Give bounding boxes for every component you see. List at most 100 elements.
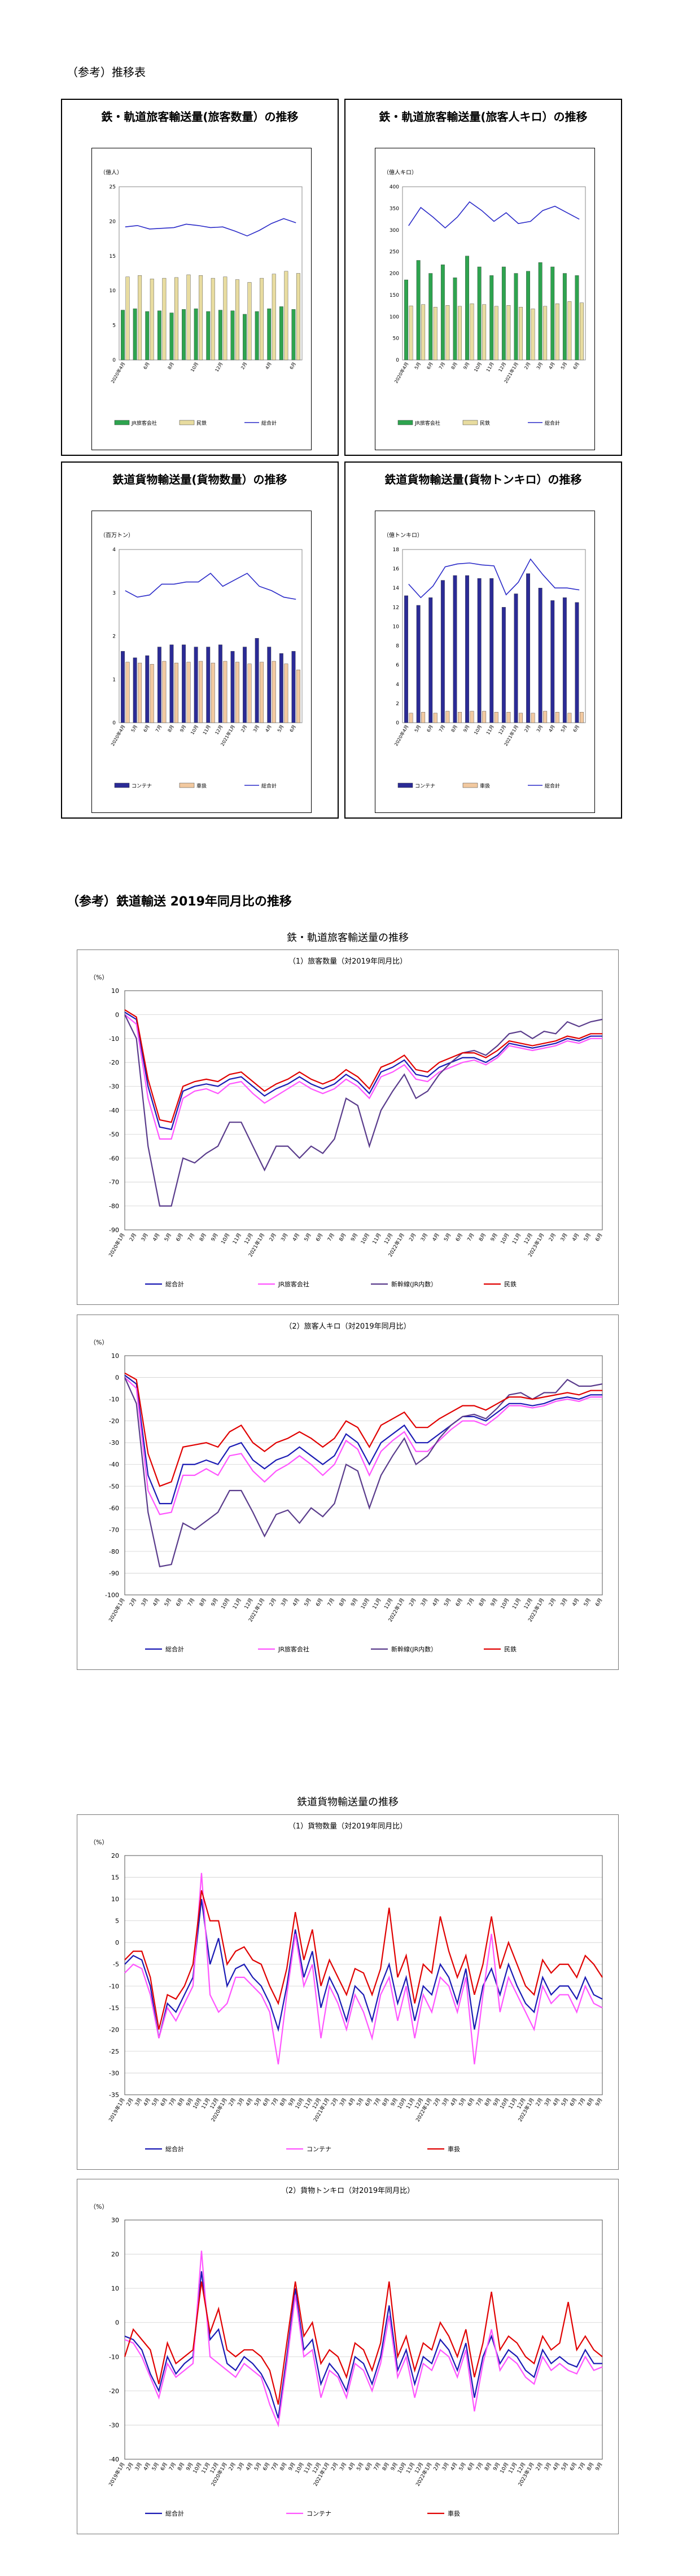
x-tick-label: 9月: [489, 1232, 499, 1242]
x-tick-label: 6月: [572, 362, 580, 371]
legend-label: 車扱: [196, 783, 207, 789]
bar: [421, 712, 426, 723]
bar: [550, 600, 555, 723]
x-tick-label: 3月: [338, 2461, 348, 2472]
bar: [223, 661, 228, 723]
x-tick-label: 10月: [220, 1597, 231, 1610]
legend-label: 民鉄: [504, 1280, 517, 1288]
bar: [543, 711, 548, 723]
x-tick-label: 2月: [408, 1597, 418, 1607]
legend-swatch: [462, 783, 478, 788]
bar: [501, 266, 506, 361]
bar: [404, 279, 408, 361]
y-tick-label: -70: [109, 1526, 119, 1533]
bar: [538, 262, 542, 361]
chart-passenger-count-pct: （1）旅客数量（対2019年同月比） （%） -90 -80 -70 -60 -50 -40 -…: [90, 957, 604, 1288]
x-tick-label: 6月: [159, 2097, 169, 2107]
bar: [433, 713, 438, 723]
y-tick-label: 50: [393, 336, 400, 342]
bar: [199, 275, 203, 361]
x-tick-label: 2020年4月: [110, 724, 126, 747]
y-tick-label: 8: [396, 644, 399, 649]
y-tick-label: -5: [113, 1961, 119, 1968]
x-tick-label: 2020年1月: [107, 1597, 126, 1623]
y-tick-label: -30: [109, 1083, 119, 1091]
x-tick-label: 5月: [443, 1597, 452, 1607]
bar: [260, 662, 264, 723]
plot-area: [124, 990, 603, 1230]
x-tick-label: 5月: [277, 724, 285, 733]
y-tick-label: -20: [109, 2388, 119, 2395]
series-line: [124, 1012, 602, 1131]
bar: [482, 711, 487, 723]
chart-frame: （億人キロ） 0 50 100 150 200 250 300 350 400 2020年4月 5月 6…: [375, 148, 595, 450]
y-tick-label: -40: [109, 2456, 119, 2463]
y-tick-label: 16: [393, 566, 400, 572]
y-tick-label: 20: [111, 2251, 119, 2258]
y-tick-label: -70: [109, 1179, 119, 1186]
chart-passenger-km-pct: （2）旅客人キロ（対2019年同月比）（%）-100-90-80-70-60-5…: [90, 1322, 604, 1653]
y-tick-label: 30: [111, 2217, 119, 2224]
x-tick-label: 3月: [543, 2461, 553, 2472]
x-tick-label: 9月: [462, 724, 470, 733]
y-tick-label: 350: [390, 206, 399, 212]
bar: [409, 713, 413, 723]
series-line: [125, 218, 296, 237]
bar: [211, 662, 215, 723]
y-tick-label: -30: [109, 1439, 119, 1447]
bar: [174, 277, 178, 361]
x-tick-label: 3月: [338, 2097, 348, 2107]
x-tick-label: 4月: [552, 2097, 561, 2107]
x-tick-label: 8月: [279, 2097, 288, 2107]
x-tick-label: 9月: [210, 1232, 220, 1242]
x-tick-label: 3月: [280, 1597, 290, 1607]
plot-area: [119, 549, 303, 723]
y-tick-label: -90: [109, 1227, 119, 1234]
bar: [457, 712, 462, 723]
x-tick-label: 3月: [236, 2461, 246, 2472]
x-tick-label: 12月: [497, 724, 507, 736]
y-tick-label: 100: [390, 314, 399, 320]
bar: [555, 304, 559, 361]
y-tick-label: -20: [109, 2026, 119, 2033]
bar: [580, 712, 584, 723]
x-tick-label: 12月: [243, 1232, 255, 1245]
chart-unit: （億人キロ）: [383, 169, 417, 176]
x-tick-label: 11月: [511, 1597, 522, 1610]
legend-label: コンテナ: [415, 783, 435, 789]
bar: [133, 657, 137, 723]
bar: [453, 277, 457, 361]
bar: [440, 264, 445, 361]
panel-title: 鉄・軌道旅客輸送量(旅客人キロ）の推移: [379, 110, 588, 124]
y-tick-label: -30: [109, 2421, 119, 2429]
chart-unit: （%）: [90, 1339, 108, 1346]
bar: [272, 661, 276, 723]
bar: [482, 304, 487, 361]
bar: [538, 588, 542, 723]
x-tick-label: 2月: [330, 2461, 339, 2472]
x-tick-label: 6月: [454, 1597, 464, 1607]
x-tick-label: 3月: [441, 2097, 450, 2107]
y-tick-label: 300: [390, 228, 399, 234]
bar: [409, 305, 413, 361]
y-tick-label: -10: [109, 2353, 119, 2360]
bar: [206, 647, 211, 723]
x-tick-label: 6月: [175, 1232, 185, 1242]
x-tick-label: 10月: [360, 1232, 371, 1245]
bar: [291, 651, 296, 723]
x-tick-label: 2月: [128, 1597, 138, 1607]
x-tick-label: 2月: [330, 2097, 339, 2107]
x-tick-label: 8月: [198, 1232, 208, 1242]
chart-unit: （億人）: [100, 169, 123, 176]
chart-unit: （億トンキロ）: [383, 531, 423, 539]
x-tick-label: 8月: [450, 362, 458, 371]
x-tick-label: 2019年1月: [107, 2461, 126, 2487]
x-tick-label: 5月: [560, 2461, 570, 2472]
legend-label: 民鉄: [480, 420, 490, 427]
y-tick-label: -35: [109, 2091, 119, 2099]
x-tick-label: 5月: [414, 724, 422, 733]
x-tick-label: 6月: [289, 724, 297, 733]
bar: [494, 712, 498, 723]
legend-label: 総合計: [261, 783, 277, 789]
x-tick-label: 6月: [466, 2097, 476, 2107]
